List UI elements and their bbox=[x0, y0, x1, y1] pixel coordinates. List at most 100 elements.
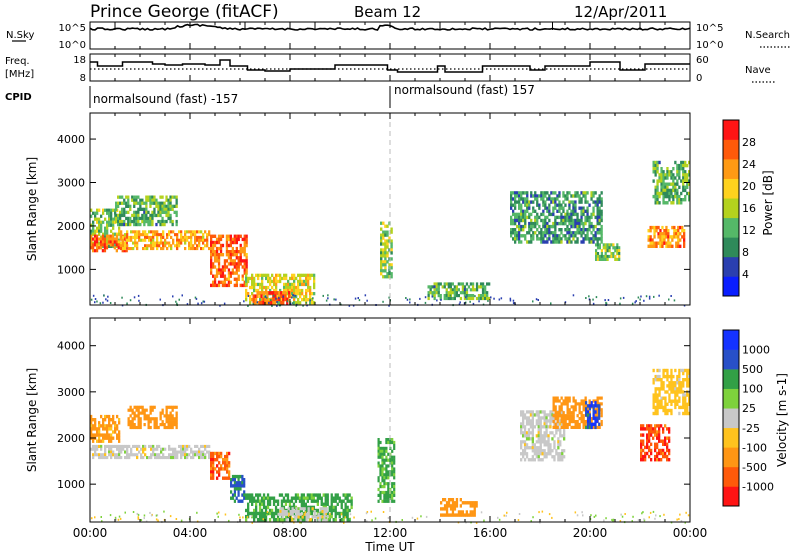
data-cell bbox=[102, 211, 105, 215]
data-cell bbox=[659, 232, 662, 236]
data-cell bbox=[618, 246, 621, 250]
data-cell bbox=[386, 272, 389, 276]
data-cell bbox=[149, 417, 152, 421]
data-cell bbox=[92, 232, 95, 236]
data-cell bbox=[548, 203, 551, 207]
data-cell bbox=[551, 431, 554, 435]
power-colorbar-tick: 12 bbox=[742, 224, 756, 237]
data-cell bbox=[247, 496, 250, 500]
data-cell bbox=[150, 247, 153, 251]
data-cell bbox=[282, 505, 286, 510]
data-cell bbox=[668, 448, 671, 453]
data-cell bbox=[114, 421, 117, 425]
data-cell bbox=[686, 381, 689, 385]
data-cell bbox=[143, 417, 146, 421]
data-cell bbox=[312, 505, 315, 510]
data-cell bbox=[295, 301, 298, 305]
data-cell bbox=[180, 235, 183, 239]
data-cell bbox=[340, 502, 343, 506]
data-cell bbox=[155, 423, 158, 427]
data-cell bbox=[323, 515, 326, 519]
data-cell bbox=[279, 507, 282, 511]
data-cell bbox=[237, 484, 240, 488]
data-cell bbox=[409, 298, 411, 301]
data-cell bbox=[572, 408, 575, 412]
data-cell bbox=[582, 212, 585, 217]
data-cell bbox=[549, 449, 552, 453]
data-cell bbox=[124, 244, 127, 248]
data-cell bbox=[660, 439, 663, 443]
data-cell bbox=[159, 417, 162, 421]
data-cell bbox=[310, 496, 313, 500]
data-cell bbox=[366, 299, 368, 302]
data-cell bbox=[530, 194, 533, 198]
data-cell bbox=[149, 216, 152, 221]
data-cell bbox=[379, 440, 382, 445]
data-cell bbox=[656, 411, 659, 416]
data-cell bbox=[295, 295, 298, 299]
data-cell bbox=[95, 243, 99, 247]
data-cell bbox=[666, 411, 669, 416]
data-cell bbox=[158, 241, 161, 245]
data-cell bbox=[435, 285, 438, 289]
data-cell bbox=[251, 282, 254, 287]
data-cell bbox=[520, 218, 523, 223]
data-cell bbox=[202, 233, 205, 237]
data-cell bbox=[115, 207, 118, 211]
data-cell bbox=[272, 518, 276, 522]
data-cell bbox=[366, 520, 368, 523]
data-cell bbox=[196, 230, 199, 234]
power-colorbar-tick: 16 bbox=[742, 202, 756, 215]
data-cell bbox=[116, 427, 119, 431]
data-cell bbox=[147, 414, 150, 418]
data-cell bbox=[654, 170, 657, 174]
data-cell bbox=[604, 254, 607, 259]
data-cell bbox=[92, 229, 95, 233]
data-cell bbox=[149, 198, 152, 202]
data-cell bbox=[548, 209, 551, 213]
data-cell bbox=[644, 445, 647, 450]
data-cell bbox=[334, 499, 337, 503]
data-cell bbox=[272, 297, 275, 302]
data-cell bbox=[680, 381, 683, 385]
data-cell bbox=[307, 515, 310, 519]
data-cell bbox=[654, 445, 657, 450]
data-cell bbox=[217, 268, 221, 272]
data-cell bbox=[221, 253, 225, 257]
data-cell bbox=[125, 210, 128, 214]
data-cell bbox=[131, 195, 134, 199]
data-cell bbox=[686, 408, 689, 413]
data-cell bbox=[134, 238, 137, 242]
data-cell bbox=[682, 160, 685, 165]
data-cell bbox=[278, 294, 281, 298]
data-cell bbox=[390, 275, 393, 279]
data-cell bbox=[435, 288, 438, 292]
data-cell bbox=[679, 225, 682, 230]
data-cell bbox=[451, 510, 455, 514]
data-cell bbox=[528, 200, 531, 204]
data-cell bbox=[92, 447, 95, 451]
data-cell bbox=[255, 508, 258, 513]
data-cell bbox=[249, 285, 252, 290]
data-cell bbox=[385, 440, 388, 445]
data-cell bbox=[522, 455, 525, 459]
data-cell bbox=[145, 204, 148, 208]
data-cell bbox=[548, 212, 551, 217]
data-cell bbox=[642, 458, 645, 462]
data-cell bbox=[346, 499, 349, 503]
data-cell bbox=[471, 285, 475, 289]
nave-label: Nave bbox=[745, 65, 771, 76]
data-cell bbox=[387, 452, 390, 456]
data-cell bbox=[294, 493, 298, 497]
data-cell bbox=[598, 254, 601, 259]
data-cell bbox=[334, 508, 337, 513]
data-cell bbox=[383, 496, 386, 500]
data-cell bbox=[537, 425, 540, 429]
data-cell bbox=[593, 515, 596, 518]
data-cell bbox=[445, 296, 448, 301]
data-cell bbox=[660, 191, 663, 196]
data-cell bbox=[143, 216, 146, 221]
data-cell bbox=[100, 226, 103, 230]
data-cell bbox=[385, 476, 388, 480]
data-cell bbox=[291, 296, 293, 299]
